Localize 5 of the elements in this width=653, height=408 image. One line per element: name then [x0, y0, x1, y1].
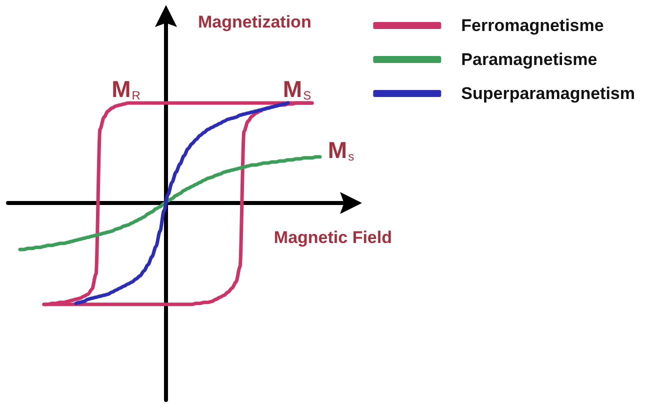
- legend-label: Superparamagnetism: [461, 84, 636, 103]
- y-axis-title: Magnetization: [198, 12, 312, 32]
- legend-label: Ferromagnetisme: [461, 16, 604, 35]
- x-axis-title: Magnetic Field: [274, 228, 392, 248]
- legend-label: Paramagnetisme: [461, 50, 598, 69]
